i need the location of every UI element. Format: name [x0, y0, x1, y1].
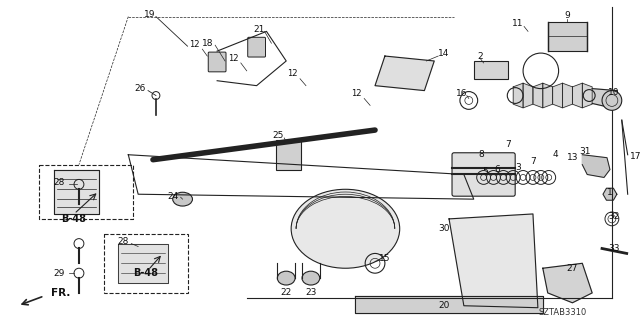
Polygon shape: [603, 188, 617, 200]
Bar: [104, 234, 188, 293]
Ellipse shape: [277, 271, 295, 285]
Text: 10: 10: [608, 88, 620, 97]
Polygon shape: [533, 83, 543, 108]
Text: SZTAB3310: SZTAB3310: [539, 308, 588, 317]
Polygon shape: [375, 56, 435, 91]
Text: 8: 8: [479, 150, 484, 159]
Polygon shape: [355, 296, 543, 313]
FancyBboxPatch shape: [452, 153, 515, 196]
Polygon shape: [543, 83, 553, 108]
Text: 23: 23: [305, 288, 317, 297]
Text: 3: 3: [515, 163, 521, 172]
Text: 20: 20: [438, 301, 450, 310]
Bar: [40, 164, 133, 219]
Text: 1: 1: [607, 188, 613, 197]
Bar: [474, 61, 508, 79]
Polygon shape: [572, 83, 582, 108]
Polygon shape: [582, 83, 592, 108]
Text: 31: 31: [579, 147, 591, 156]
Text: 12: 12: [189, 40, 200, 49]
Bar: [548, 21, 588, 51]
Text: 27: 27: [567, 264, 578, 273]
Text: 7: 7: [506, 140, 511, 149]
Polygon shape: [563, 83, 572, 108]
Text: 32: 32: [608, 212, 620, 221]
Text: 26: 26: [134, 84, 146, 93]
Text: 12: 12: [287, 69, 298, 78]
Polygon shape: [513, 83, 523, 108]
Polygon shape: [118, 244, 168, 283]
Polygon shape: [543, 263, 592, 303]
Text: 28: 28: [118, 237, 129, 246]
Text: 25: 25: [273, 131, 284, 140]
Text: 29: 29: [54, 269, 65, 278]
Text: 12: 12: [351, 89, 362, 98]
Polygon shape: [449, 214, 538, 308]
Polygon shape: [523, 83, 533, 108]
Text: 13: 13: [566, 153, 578, 162]
Text: 24: 24: [167, 192, 179, 201]
Text: 18: 18: [202, 39, 213, 48]
Text: 7: 7: [530, 157, 536, 166]
Text: 30: 30: [438, 224, 450, 233]
Text: 4: 4: [553, 150, 559, 159]
Ellipse shape: [302, 271, 320, 285]
FancyBboxPatch shape: [248, 37, 266, 57]
Text: 14: 14: [438, 49, 450, 58]
Circle shape: [602, 91, 622, 110]
Polygon shape: [553, 83, 563, 108]
Polygon shape: [592, 89, 620, 108]
Text: 33: 33: [608, 244, 620, 253]
Text: 2: 2: [478, 52, 483, 60]
Text: 17: 17: [630, 152, 640, 161]
Text: 12: 12: [228, 53, 238, 62]
Polygon shape: [54, 170, 99, 214]
Text: 5: 5: [483, 167, 488, 176]
Text: 11: 11: [513, 19, 524, 28]
Ellipse shape: [173, 192, 193, 206]
Text: 19: 19: [144, 10, 156, 19]
Text: 28: 28: [54, 178, 65, 187]
FancyBboxPatch shape: [208, 52, 226, 72]
Text: 15: 15: [379, 254, 390, 263]
Text: 6: 6: [495, 165, 500, 174]
Text: FR.: FR.: [51, 288, 70, 298]
Ellipse shape: [291, 189, 400, 268]
Text: B-48: B-48: [61, 214, 86, 224]
Text: 9: 9: [564, 11, 570, 20]
Text: B-48: B-48: [134, 268, 159, 278]
Polygon shape: [582, 155, 610, 177]
Text: 16: 16: [456, 89, 468, 98]
Text: 21: 21: [253, 25, 264, 34]
Bar: [276, 140, 301, 170]
Text: 22: 22: [280, 288, 292, 297]
